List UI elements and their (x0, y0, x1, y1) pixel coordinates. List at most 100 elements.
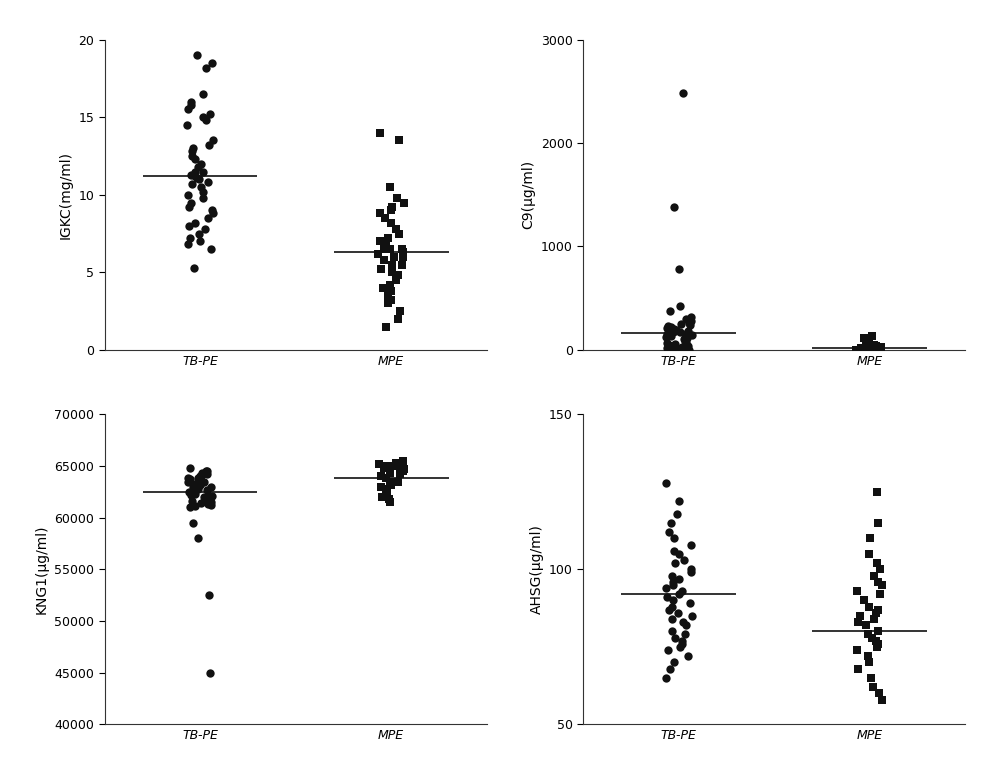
Point (379, 483, 395, 495)
Point (374, 491, 390, 503)
Point (183, 169, 199, 181)
Point (850, 662, 866, 674)
Point (848, 343, 864, 356)
Point (201, 589, 217, 601)
Point (666, 342, 682, 354)
Point (378, 472, 394, 485)
Point (198, 114, 214, 127)
Point (663, 330, 679, 343)
Point (192, 470, 208, 483)
Point (189, 172, 205, 184)
Point (192, 235, 208, 248)
Point (665, 326, 681, 338)
Point (870, 625, 886, 638)
Point (862, 343, 878, 356)
Point (182, 501, 198, 514)
Point (671, 263, 687, 275)
Point (190, 532, 206, 545)
Point (869, 557, 885, 570)
Point (850, 616, 866, 629)
Point (203, 499, 219, 511)
Point (661, 339, 677, 351)
Point (186, 261, 202, 274)
Point (184, 150, 200, 162)
Point (396, 463, 412, 476)
Point (862, 343, 878, 356)
Point (204, 204, 220, 217)
Point (185, 480, 201, 493)
Point (396, 197, 412, 209)
Point (671, 495, 687, 507)
Point (390, 312, 406, 325)
Point (199, 465, 215, 477)
Point (667, 557, 683, 570)
Point (659, 342, 675, 354)
Point (204, 57, 220, 69)
Point (382, 467, 398, 479)
Point (658, 582, 674, 594)
Point (179, 119, 195, 131)
Point (375, 281, 391, 294)
Point (683, 563, 699, 576)
Point (391, 134, 407, 147)
Point (861, 340, 877, 352)
Point (181, 486, 197, 498)
Point (683, 315, 699, 327)
Point (379, 486, 395, 498)
Point (866, 339, 882, 351)
Point (660, 644, 676, 657)
Point (684, 610, 700, 622)
Point (392, 305, 408, 317)
Y-axis label: AHSG(μg/ml): AHSG(μg/ml) (529, 524, 543, 615)
Point (680, 325, 696, 337)
Point (199, 483, 215, 496)
Point (195, 88, 211, 100)
Point (661, 326, 677, 339)
Point (200, 498, 216, 510)
Point (859, 340, 875, 353)
Point (665, 594, 681, 607)
Point (663, 321, 679, 333)
Point (861, 657, 877, 669)
Point (394, 242, 410, 255)
Point (873, 341, 889, 354)
Point (372, 207, 388, 220)
Point (193, 470, 209, 483)
Point (185, 142, 201, 155)
Point (861, 336, 877, 348)
Point (187, 170, 203, 183)
Point (180, 239, 196, 251)
Point (202, 493, 218, 505)
Point (670, 343, 686, 356)
Point (183, 489, 199, 501)
Point (382, 496, 398, 508)
Point (383, 479, 399, 491)
Point (203, 242, 219, 255)
Point (666, 201, 682, 214)
Point (666, 343, 682, 355)
Point (378, 239, 394, 251)
Point (373, 263, 389, 275)
Point (390, 476, 406, 488)
Point (195, 111, 211, 124)
Point (378, 320, 394, 333)
Point (193, 158, 209, 170)
Point (370, 247, 386, 260)
Point (373, 470, 389, 483)
Point (664, 613, 680, 625)
Point (201, 139, 217, 152)
Point (198, 61, 214, 74)
Point (191, 173, 207, 186)
Point (663, 517, 679, 529)
Point (187, 500, 203, 513)
Point (678, 336, 694, 348)
Point (856, 594, 872, 607)
Point (204, 490, 220, 502)
Point (676, 554, 692, 566)
Point (860, 650, 876, 663)
Point (870, 517, 886, 529)
Point (205, 134, 221, 147)
Point (869, 641, 885, 653)
Point (386, 460, 402, 472)
Point (203, 480, 219, 493)
